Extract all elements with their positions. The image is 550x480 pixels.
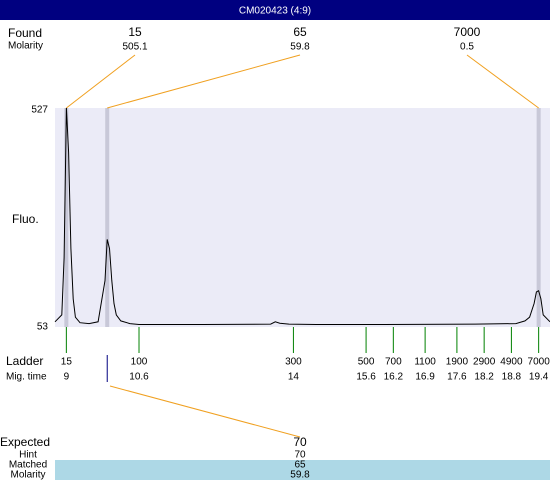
expected-value: 70 <box>293 435 307 449</box>
peak-band <box>105 108 110 327</box>
ladder-size: 2900 <box>473 357 496 368</box>
ladder-time: 16.2 <box>384 372 404 383</box>
trace <box>54 107 550 325</box>
ladder-size: 300 <box>285 357 302 368</box>
ladder-time: 17.6 <box>447 372 467 383</box>
ladder-time: 15.6 <box>356 372 376 383</box>
molarity-value: 59.8 <box>290 470 310 480</box>
ladder-time: 16.9 <box>415 372 435 383</box>
found-molarity: 505.1 <box>122 42 147 53</box>
peak-band <box>64 108 69 327</box>
hint-label: Hint <box>19 450 37 461</box>
ladder-size: 7000 <box>528 357 550 368</box>
title-bar <box>0 0 550 20</box>
plot-area <box>55 108 550 327</box>
y-label: Fluo. <box>12 212 39 226</box>
ladder-size: 1100 <box>414 357 436 368</box>
found-size: 7000 <box>454 25 481 39</box>
found-molarity: 0.5 <box>460 42 474 53</box>
ladder-size: 1900 <box>446 357 469 368</box>
found-molarity-label: Molarity <box>8 41 43 52</box>
matched-band <box>55 460 550 480</box>
found-size: 65 <box>293 25 307 39</box>
found-label: Found <box>8 26 42 40</box>
ladder-time: 18.2 <box>474 372 494 383</box>
found-size: 15 <box>128 25 142 39</box>
title: CM020423 (4:9) <box>239 6 311 17</box>
ladder-size: 500 <box>358 357 375 368</box>
found-connector <box>466 54 539 109</box>
molarity-label: Molarity <box>10 470 45 480</box>
ladder-size: 15 <box>61 357 73 368</box>
expected-connector <box>109 385 301 438</box>
ladder-time: 14 <box>288 372 300 383</box>
found-connector <box>66 54 136 109</box>
ladder-label: Ladder <box>6 354 43 368</box>
y-tick-label: 527 <box>31 105 48 116</box>
y-tick-label: 53 <box>37 322 49 333</box>
hint-value: 70 <box>294 450 306 461</box>
found-connector <box>107 54 301 109</box>
ladder-time: 10.6 <box>129 372 149 383</box>
ladder-size: 700 <box>385 357 402 368</box>
ladder-time: 19.4 <box>529 372 549 383</box>
expected-label: Expected <box>0 435 50 449</box>
found-molarity: 59.8 <box>290 42 310 53</box>
peak-band <box>536 108 541 327</box>
ladder-time: 18.8 <box>502 372 522 383</box>
mig-time-label: Mig. time <box>6 372 47 383</box>
ladder-size: 100 <box>131 357 148 368</box>
ladder-time: 9 <box>64 372 70 383</box>
ladder-size: 4900 <box>500 357 523 368</box>
matched-value: 65 <box>294 460 306 471</box>
matched-label: Matched <box>9 460 47 471</box>
